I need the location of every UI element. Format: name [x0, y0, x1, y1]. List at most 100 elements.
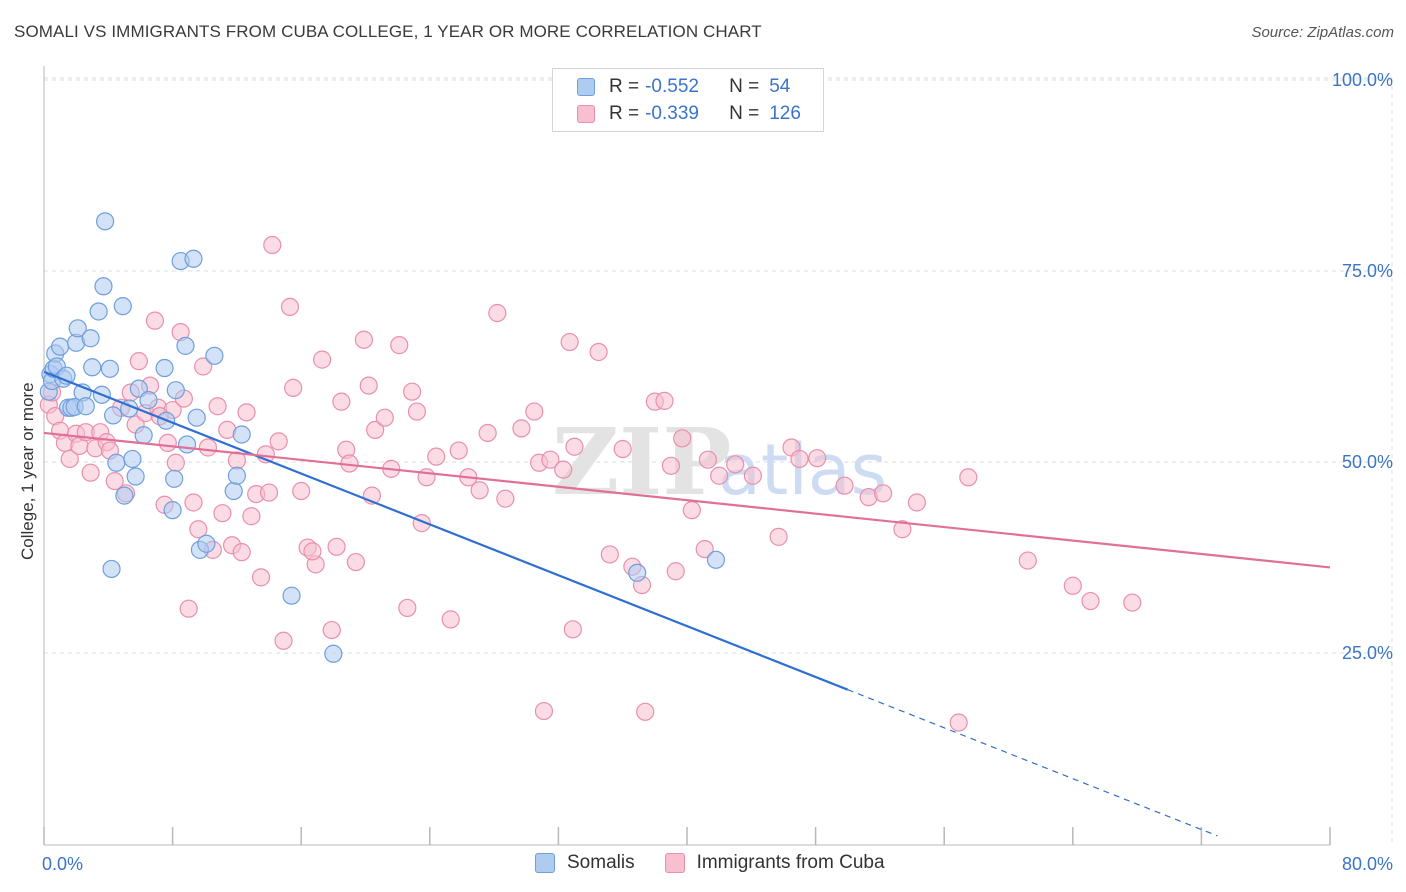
cuba-point [280, 297, 300, 317]
cuba-point [769, 527, 788, 546]
cuba-point [274, 631, 293, 650]
cuba-point [743, 466, 763, 485]
n-label: N = [729, 76, 760, 97]
cuba-point [390, 336, 409, 355]
legend-item-somalis: Somalis [535, 852, 635, 874]
cuba-point [698, 450, 717, 469]
cuba-point [359, 376, 378, 395]
cuba-point [907, 493, 926, 512]
cuba-point [194, 357, 213, 376]
cuba-point [488, 303, 507, 323]
cuba-point [213, 504, 232, 523]
cuba-point [1018, 551, 1037, 570]
somali-point [166, 381, 185, 400]
somali-point [126, 467, 145, 486]
correlation-legend: R = -0.552 N = 54 R = -0.339 N = 126 [552, 68, 824, 132]
somali-point [83, 358, 102, 377]
legend-item-cuba: Immigrants from Cuba [664, 852, 885, 874]
cuba-point [589, 342, 608, 362]
cuba-point [346, 552, 365, 572]
cuba-point [198, 438, 218, 457]
chart-title: SOMALI VS IMMIGRANTS FROM CUBA COLLEGE, … [14, 22, 762, 41]
cuba-point [81, 463, 100, 482]
cuba-point [661, 456, 681, 475]
somali-point [165, 469, 184, 488]
cuba-point [726, 455, 745, 474]
legend-label-cuba: Immigrants from Cuba [696, 852, 885, 873]
cuba-point [525, 402, 544, 421]
r-label: R = [609, 103, 640, 124]
somali-point [184, 249, 203, 268]
x-tick-label-end: 80.0% [1342, 854, 1393, 874]
somali-point [187, 408, 206, 427]
cuba-point [790, 449, 809, 469]
somali-trend-line [43, 370, 849, 691]
cuba-point [666, 562, 685, 581]
somali-point [324, 644, 343, 663]
somali-point [197, 534, 216, 553]
cuba-point [959, 468, 978, 487]
cuba-point [613, 439, 632, 459]
source-credit: Source: ZipAtlas.com [1251, 24, 1394, 41]
tick-labels: 25.0% 50.0% 75.0% 100.0% 0.0% 80.0% [42, 70, 1393, 874]
cuba-point [179, 599, 198, 618]
watermark: ZIP atlas [552, 408, 887, 516]
somali-point [95, 212, 115, 231]
cuba-point [312, 350, 332, 369]
cuba-point [893, 520, 912, 539]
cuba-point [636, 702, 655, 721]
somali-point [76, 397, 95, 416]
cuba-point [1081, 591, 1100, 611]
cuba-point [398, 598, 417, 618]
r-label: R = [609, 76, 640, 97]
cuba-point [695, 539, 714, 559]
cuba-r-value: -0.339 [645, 103, 699, 124]
cuba-point [1063, 576, 1082, 595]
cuba-point [327, 537, 346, 556]
cuba-point [470, 481, 489, 500]
cuba-point [208, 397, 227, 416]
cuba-point [682, 501, 701, 520]
somali-point [134, 426, 153, 445]
n-label: N = [729, 103, 760, 124]
cuba-point [158, 433, 177, 452]
cuba-point [407, 402, 427, 421]
cuba-point [354, 330, 373, 349]
somali-n-value: 54 [769, 76, 791, 97]
somali-point [282, 586, 301, 605]
somali-point [113, 297, 132, 316]
somali-point [163, 501, 182, 520]
cuba-n-value: 126 [769, 103, 801, 124]
cuba-point [263, 235, 282, 255]
cuba-point [322, 620, 341, 640]
somali-point [68, 319, 87, 338]
cuba-point [560, 332, 579, 352]
cuba-trend-line [43, 431, 1331, 569]
cuba-point [242, 507, 261, 526]
y-axis-label: College, 1 year or more [18, 382, 37, 560]
cuba-point [563, 620, 582, 639]
cuba-point [673, 429, 692, 448]
somali-point [177, 435, 197, 454]
somali-trend-extension [847, 689, 1218, 837]
axes [43, 66, 1331, 846]
series-legend: Somalis Immigrants from Cuba [535, 852, 915, 874]
y-tick-label: 75.0% [1342, 261, 1393, 281]
legend-row-cuba: R = -0.339 N = 126 [577, 102, 801, 126]
somali-point [139, 391, 158, 410]
cuba-point [835, 476, 854, 495]
cuba-point [129, 352, 148, 371]
cuba-point [1123, 593, 1142, 612]
cuba-point [60, 449, 79, 469]
cuba-point [284, 378, 303, 397]
y-tick-label: 25.0% [1342, 643, 1393, 663]
cuba-point [534, 701, 554, 721]
cuba-point [105, 472, 124, 491]
cuba-point [808, 449, 827, 468]
somali-point [227, 466, 246, 485]
cuba-point [251, 568, 271, 587]
cuba-point [874, 484, 893, 503]
somali-point [123, 449, 142, 469]
cuba-point [303, 542, 322, 561]
